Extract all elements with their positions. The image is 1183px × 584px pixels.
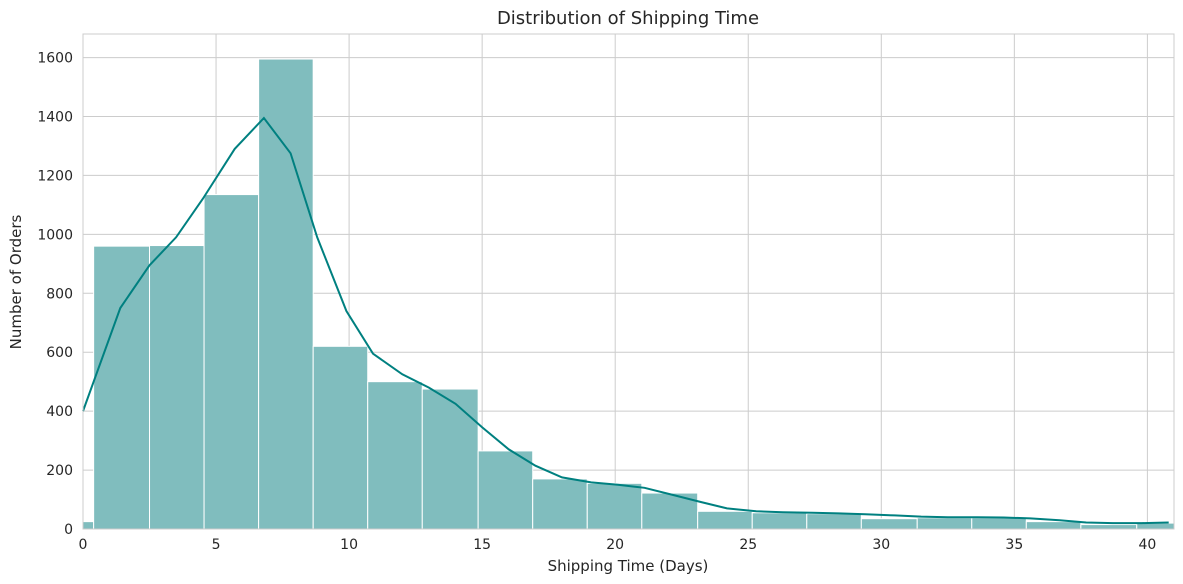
y-tick-label: 1000 xyxy=(37,227,73,243)
y-axis-ticks: 0 200 400 600 800 1000 1200 1400 1600 xyxy=(37,51,73,538)
y-tick-label: 200 xyxy=(46,463,73,479)
histogram-bar xyxy=(971,517,1027,530)
histogram-bar xyxy=(1025,521,1082,530)
histogram-bar xyxy=(82,521,95,530)
y-tick-label: 600 xyxy=(46,345,73,361)
histogram-bar xyxy=(532,478,588,530)
histogram-bar xyxy=(477,450,534,530)
y-tick-label: 800 xyxy=(46,286,73,302)
histogram-bar xyxy=(916,517,973,530)
histogram-bar xyxy=(1080,524,1138,530)
histogram-bar xyxy=(586,482,643,530)
histogram-bars xyxy=(82,58,1175,530)
x-tick-label: 30 xyxy=(872,537,890,553)
histogram-bar xyxy=(751,512,808,530)
y-tick-label: 1400 xyxy=(37,110,73,126)
histogram-bar xyxy=(312,345,369,530)
histogram-bar xyxy=(697,510,753,530)
x-tick-label: 20 xyxy=(606,537,624,553)
x-tick-label: 35 xyxy=(1005,537,1023,553)
x-tick-label: 0 xyxy=(79,537,88,553)
y-tick-label: 0 xyxy=(64,522,73,538)
chart-title: Distribution of Shipping Time xyxy=(497,8,759,29)
histogram-bar xyxy=(258,58,314,530)
x-tick-label: 10 xyxy=(340,537,358,553)
histogram-bar xyxy=(421,388,479,530)
x-tick-label: 15 xyxy=(473,537,491,553)
x-tick-label: 5 xyxy=(212,537,221,553)
histogram-bar xyxy=(149,245,205,530)
y-axis-title: Number of Orders xyxy=(7,214,25,349)
x-tick-label: 25 xyxy=(739,537,757,553)
plot-frame xyxy=(82,33,1175,530)
y-tick-label: 1200 xyxy=(37,168,73,184)
histogram-bar xyxy=(93,245,151,530)
kde-line xyxy=(82,116,1169,525)
y-tick-label: 400 xyxy=(46,404,73,420)
histogram-bar xyxy=(806,513,862,530)
histogram-bar xyxy=(203,194,260,530)
x-tick-label: 40 xyxy=(1138,537,1156,553)
x-axis-title: Shipping Time (Days) xyxy=(548,557,709,575)
x-axis-ticks: 0 5 10 15 20 25 30 35 40 xyxy=(79,537,1157,553)
histogram-bar xyxy=(860,518,918,530)
kde-curve-layer xyxy=(82,116,1169,525)
histogram-bar xyxy=(367,381,423,530)
y-tick-label: 1600 xyxy=(37,51,73,67)
